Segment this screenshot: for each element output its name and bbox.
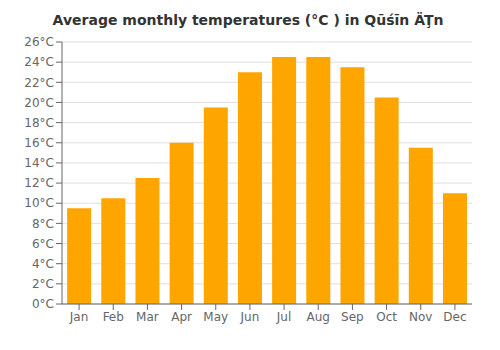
svg-text:Jun: Jun [240, 310, 260, 324]
svg-text:Sep: Sep [341, 310, 364, 324]
svg-text:14°C: 14°C [24, 156, 54, 170]
svg-text:2°C: 2°C [32, 277, 54, 291]
svg-text:22°C: 22°C [24, 76, 54, 90]
svg-text:12°C: 12°C [24, 176, 54, 190]
svg-text:Nov: Nov [409, 310, 432, 324]
svg-text:Mar: Mar [136, 310, 159, 324]
svg-text:24°C: 24°C [24, 55, 54, 69]
svg-text:16°C: 16°C [24, 136, 54, 150]
svg-text:Jan: Jan [69, 310, 89, 324]
svg-text:6°C: 6°C [32, 237, 54, 251]
svg-text:26°C: 26°C [24, 35, 54, 49]
svg-text:4°C: 4°C [32, 257, 54, 271]
svg-text:May: May [203, 310, 228, 324]
svg-text:Feb: Feb [103, 310, 124, 324]
svg-text:Dec: Dec [443, 310, 466, 324]
svg-text:Apr: Apr [171, 310, 192, 324]
svg-text:0°C: 0°C [32, 297, 54, 311]
svg-text:Aug: Aug [307, 310, 330, 324]
svg-text:Jul: Jul [276, 310, 291, 324]
svg-text:Oct: Oct [376, 310, 397, 324]
svg-text:8°C: 8°C [32, 217, 54, 231]
html-text:Average monthly temperatures (: Average monthly temperatures (°C ) in Qū… [52, 12, 444, 28]
svg-text:20°C: 20°C [24, 96, 54, 110]
svg-text:10°C: 10°C [24, 196, 54, 210]
svg-text:18°C: 18°C [24, 116, 54, 130]
